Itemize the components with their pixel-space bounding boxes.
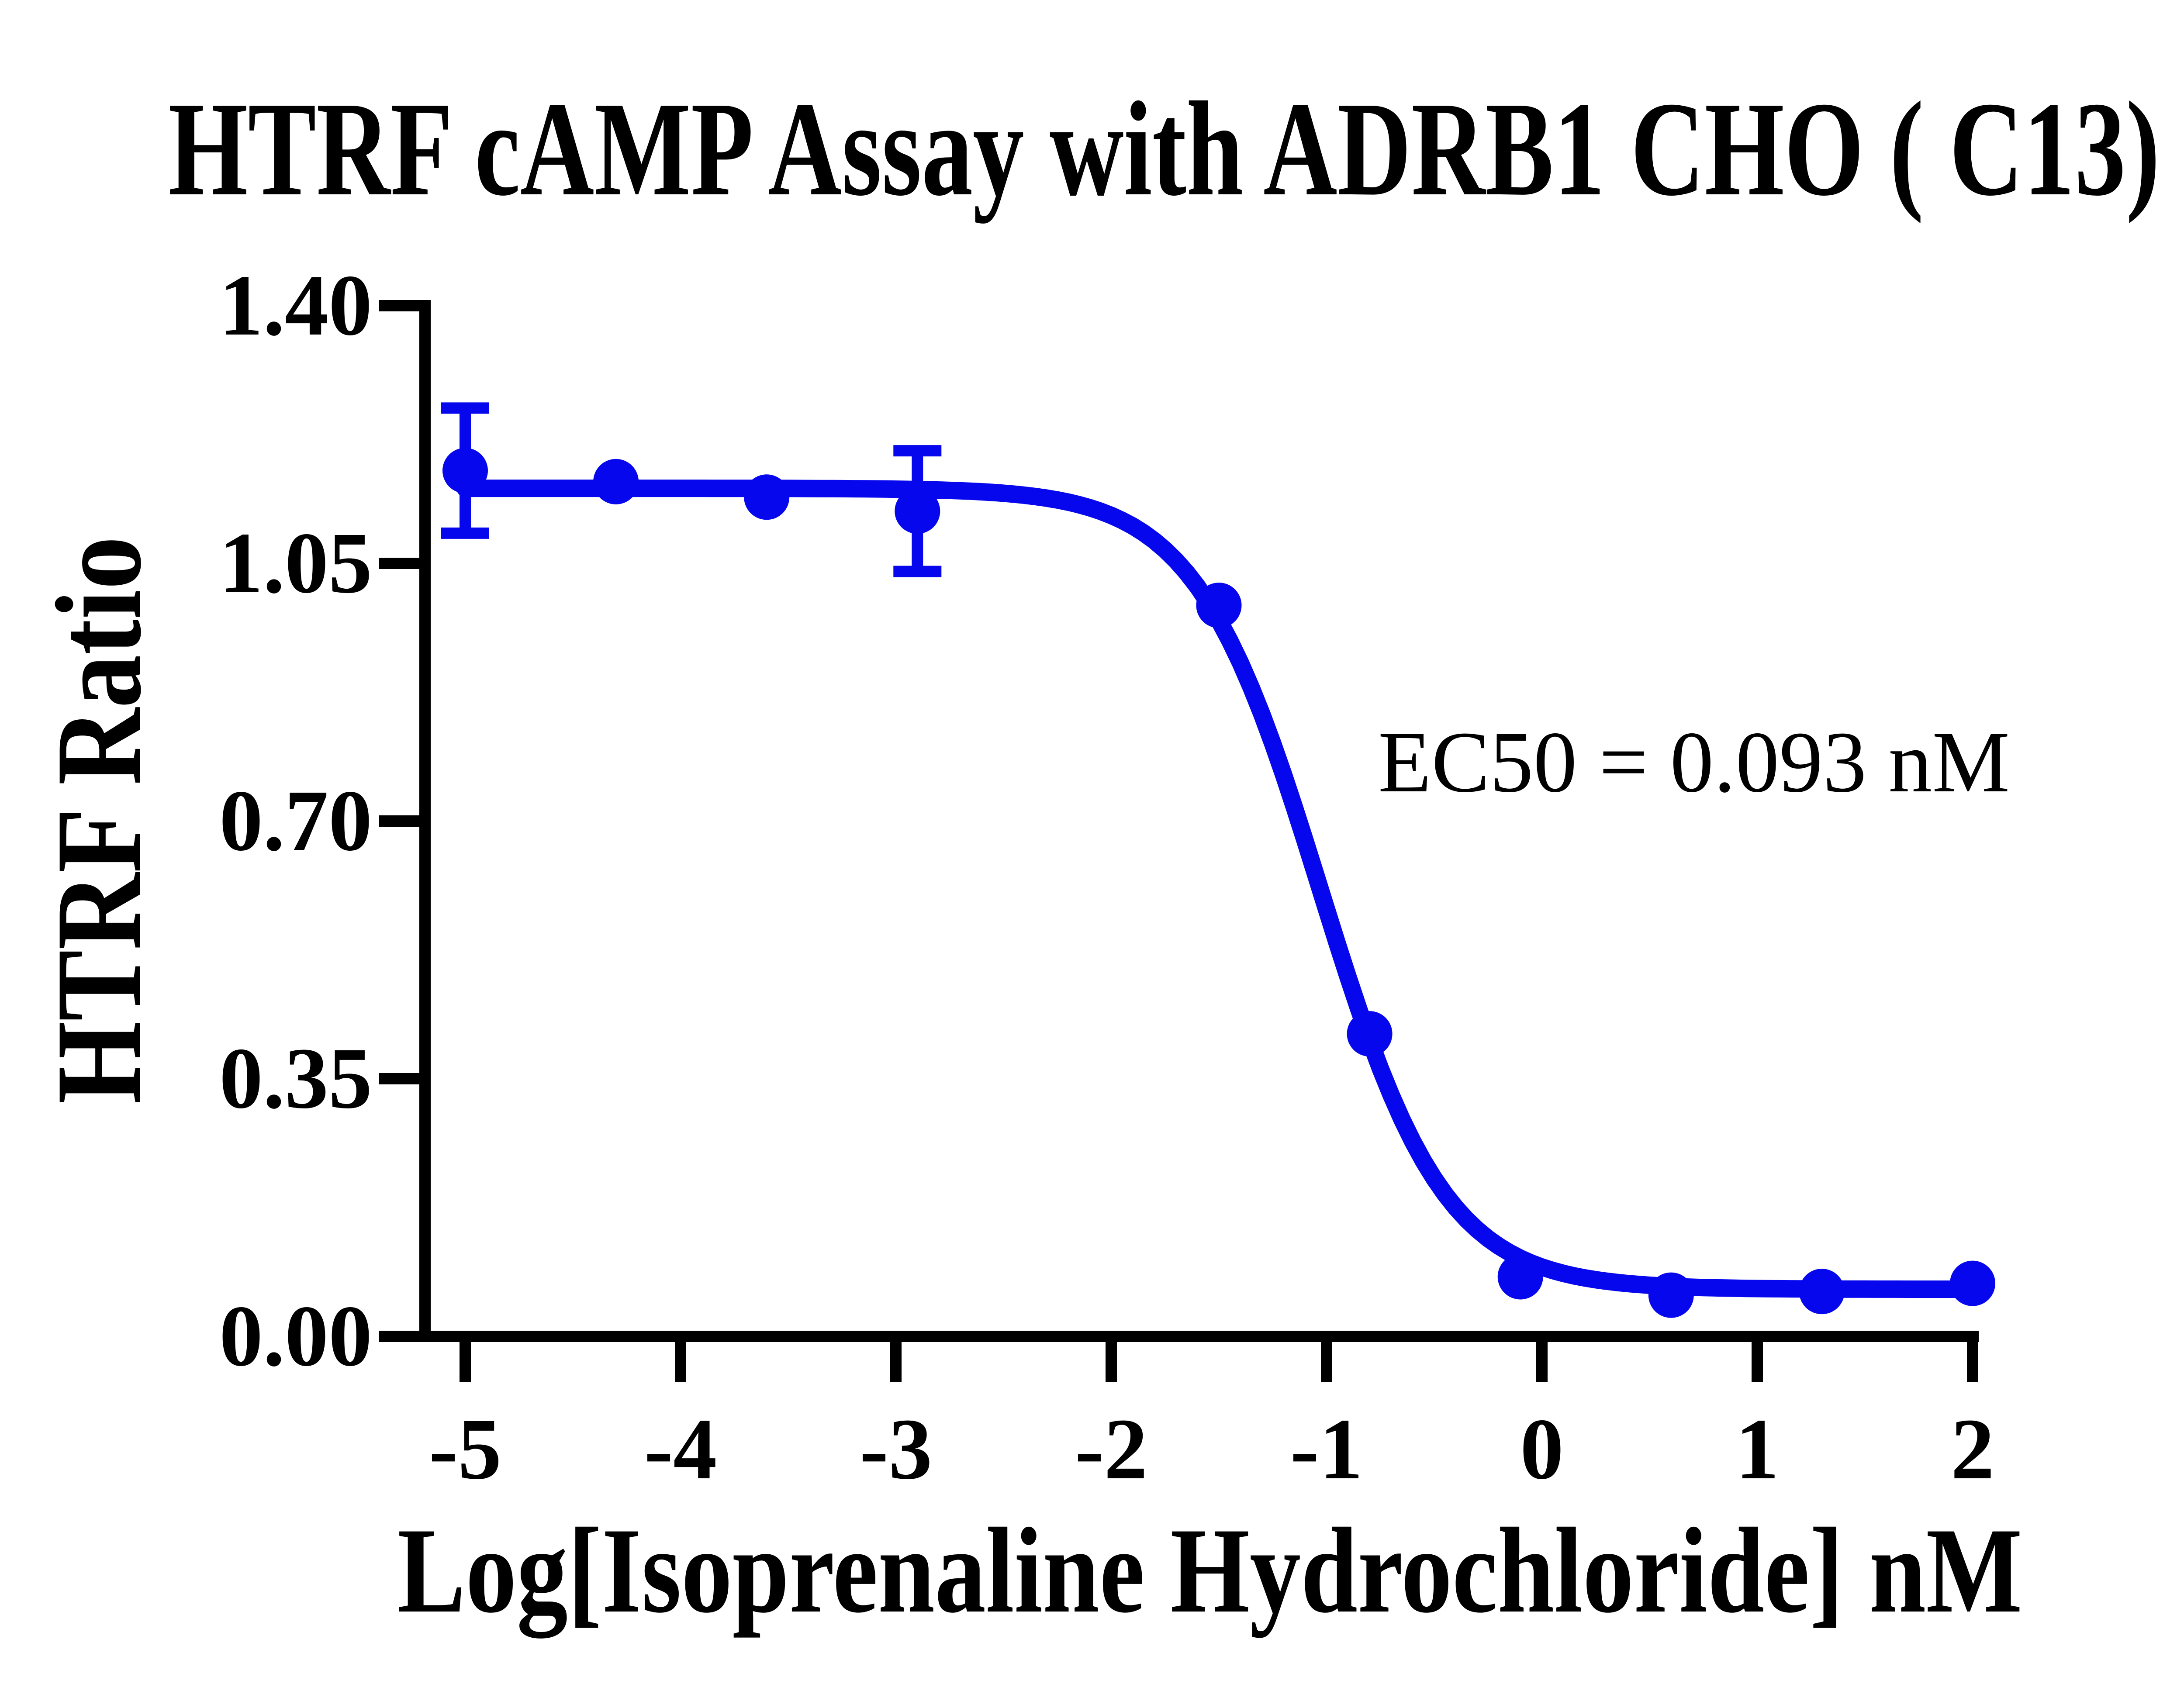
- ec50-annotation: EC50 = 0.093 nM: [1378, 714, 2010, 811]
- data-points-layer: [442, 448, 1995, 1318]
- y-tick-label: 1.40: [219, 257, 372, 354]
- data-point: [442, 448, 488, 493]
- data-point: [593, 459, 639, 504]
- x-tick-label: 1: [1735, 1401, 1779, 1498]
- data-point: [1347, 1011, 1393, 1057]
- chart-title: HTRF cAMP Assay with ADRB1 CHO ( C13): [168, 74, 2160, 224]
- x-tick-label: -3: [860, 1401, 933, 1498]
- x-tick-label: 0: [1520, 1401, 1564, 1498]
- y-tick-label: 0.00: [219, 1288, 372, 1384]
- y-tick-label: 0.70: [219, 773, 372, 869]
- data-point: [895, 488, 940, 534]
- data-point: [1799, 1269, 1845, 1315]
- axes: [419, 300, 1979, 1342]
- y-tick-label: 1.05: [219, 515, 372, 611]
- x-axis-title: Log[Isoprenaline Hydrochloride] nM: [397, 1502, 2022, 1640]
- y-axis-ticks: 0.00 0.35 0.70 1.05 1.40: [219, 257, 419, 1384]
- data-point: [1648, 1272, 1694, 1318]
- data-point: [744, 474, 790, 520]
- x-tick-label: -5: [429, 1401, 502, 1498]
- x-tick-label: -1: [1290, 1401, 1363, 1498]
- y-axis-title: HTRF Ratio: [31, 536, 166, 1104]
- y-tick-label: 0.35: [219, 1030, 372, 1127]
- x-tick-label: -2: [1075, 1401, 1148, 1498]
- x-tick-label: 2: [1951, 1401, 1994, 1498]
- x-axis-ticks: -5 -4 -3 -2 -1 0 1 2: [429, 1342, 1994, 1498]
- x-tick-label: -4: [644, 1401, 717, 1498]
- data-point: [1950, 1260, 1995, 1306]
- data-point: [1196, 583, 1242, 628]
- data-point: [1497, 1254, 1543, 1300]
